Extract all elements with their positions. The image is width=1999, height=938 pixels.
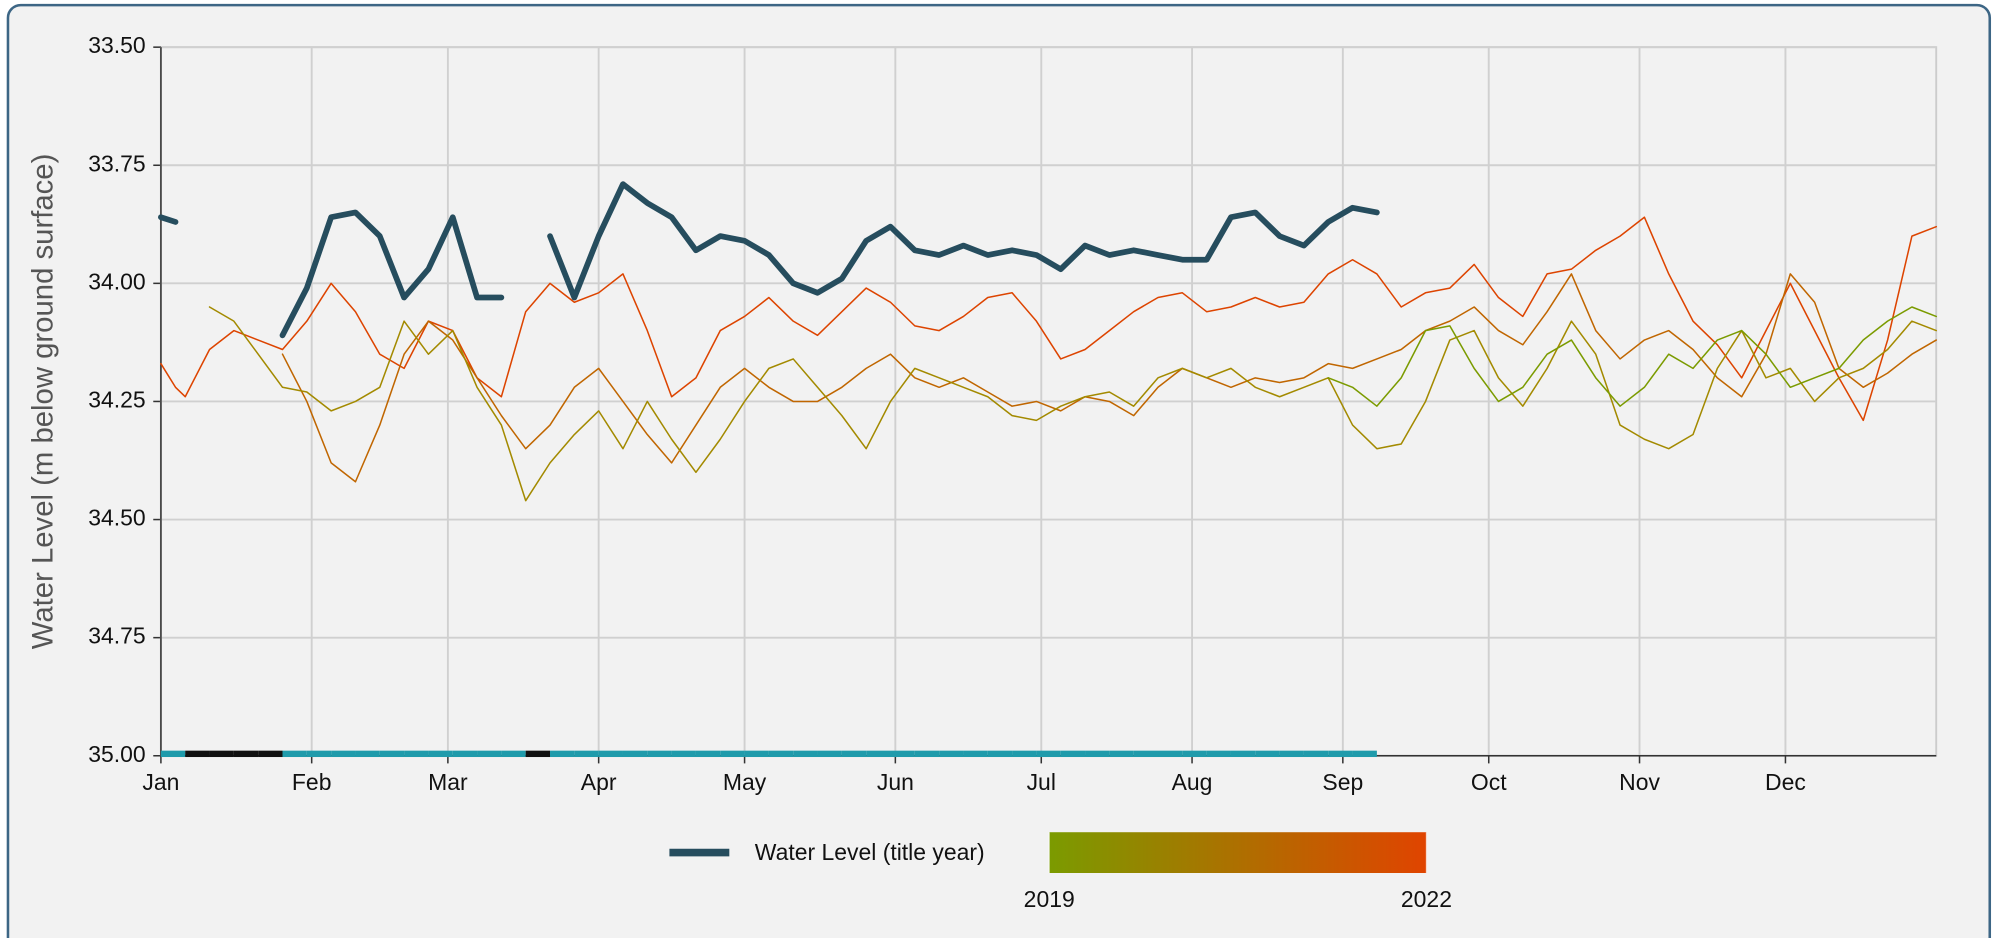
coverage-segment (331, 750, 356, 758)
coverage-segment (1012, 750, 1037, 758)
y-tick-label: 33.75 (88, 150, 145, 176)
coverage-segment (379, 750, 405, 758)
x-tick-label: Nov (1619, 769, 1660, 795)
y-tick-label: 34.50 (88, 505, 145, 531)
coverage-segment (695, 750, 721, 758)
coverage-segment (1230, 750, 1256, 758)
y-axis-label: Water Level (m below ground surface) (27, 154, 60, 650)
coverage-segment (817, 750, 842, 758)
coverage-segment (1036, 750, 1061, 758)
coverage-segment (768, 750, 794, 758)
x-tick-label: Oct (1471, 769, 1507, 795)
x-tick-label: May (723, 769, 767, 795)
history-line (1327, 306, 1937, 407)
main-line (158, 181, 1380, 339)
coverage-segment (574, 750, 599, 758)
coverage-segment (1352, 750, 1377, 758)
colorbar-tick-label: 2019 (1024, 886, 1075, 912)
coverage-segment (793, 750, 818, 758)
coverage-segment (1182, 750, 1207, 758)
x-tick-label: Feb (292, 769, 332, 795)
coverage-segment (598, 750, 623, 758)
coverage-segment (306, 750, 332, 758)
coverage-segment (939, 750, 964, 758)
coverage-segment (866, 750, 891, 758)
x-tick-label: Apr (581, 769, 617, 795)
coverage-segment (1133, 750, 1159, 758)
coverage-segment (233, 750, 259, 758)
coverage-segment (452, 750, 478, 758)
coverage-segment (1279, 750, 1304, 758)
y-tick-label: 34.25 (88, 387, 145, 413)
coverage-segment (671, 750, 696, 758)
coverage-segment (963, 750, 988, 758)
x-tick-label: Jul (1027, 769, 1056, 795)
x-tick-label: Sep (1322, 769, 1363, 795)
colorbar (1049, 832, 1427, 874)
coverage-segment (720, 750, 745, 758)
x-tick-label: Aug (1172, 769, 1213, 795)
coverage-segment (647, 750, 672, 758)
coverage-segment (185, 750, 210, 758)
legend-label: Water Level (title year) (755, 839, 985, 865)
coverage-segment (1206, 750, 1231, 758)
x-tick-label: Jun (877, 769, 914, 795)
coverage-segment (404, 750, 429, 758)
coverage-segment (175, 750, 186, 758)
coverage-segment (841, 750, 867, 758)
coverage-segment (355, 750, 380, 758)
y-tick-label: 34.75 (88, 623, 145, 649)
coverage-segment (258, 750, 283, 758)
panel (6, 3, 1992, 938)
coverage-segment (987, 750, 1013, 758)
y-tick-label: 35.00 (88, 741, 145, 767)
coverage-segment (1328, 750, 1353, 758)
history-line (281, 273, 1937, 483)
coverage-segment (890, 750, 915, 758)
coverage-segment (622, 750, 648, 758)
coverage-segment (1303, 750, 1329, 758)
coverage-segment (282, 750, 307, 758)
coverage-segment (1109, 750, 1134, 758)
coverage-segment (209, 750, 234, 758)
coverage-segment (914, 750, 940, 758)
coverage-segment (550, 750, 575, 758)
history-line (208, 306, 1937, 502)
coverage-segment (160, 750, 176, 758)
coverage-segment (1085, 750, 1110, 758)
coverage-segment (428, 750, 453, 758)
x-tick-label: Dec (1765, 769, 1806, 795)
coverage-segment (525, 750, 551, 758)
colorbar-tick-label: 2022 (1401, 886, 1452, 912)
coverage-segment (744, 750, 769, 758)
coverage-segment (501, 750, 526, 758)
coverage-segment (1255, 750, 1280, 758)
history-line (160, 216, 1937, 422)
y-tick-label: 34.00 (88, 268, 145, 294)
coverage-segment (477, 750, 502, 758)
x-tick-label: Jan (142, 769, 179, 795)
y-tick-label: 33.50 (88, 32, 145, 58)
coverage-segment (1158, 750, 1183, 758)
coverage-segment (1060, 750, 1086, 758)
x-tick-label: Mar (428, 769, 468, 795)
